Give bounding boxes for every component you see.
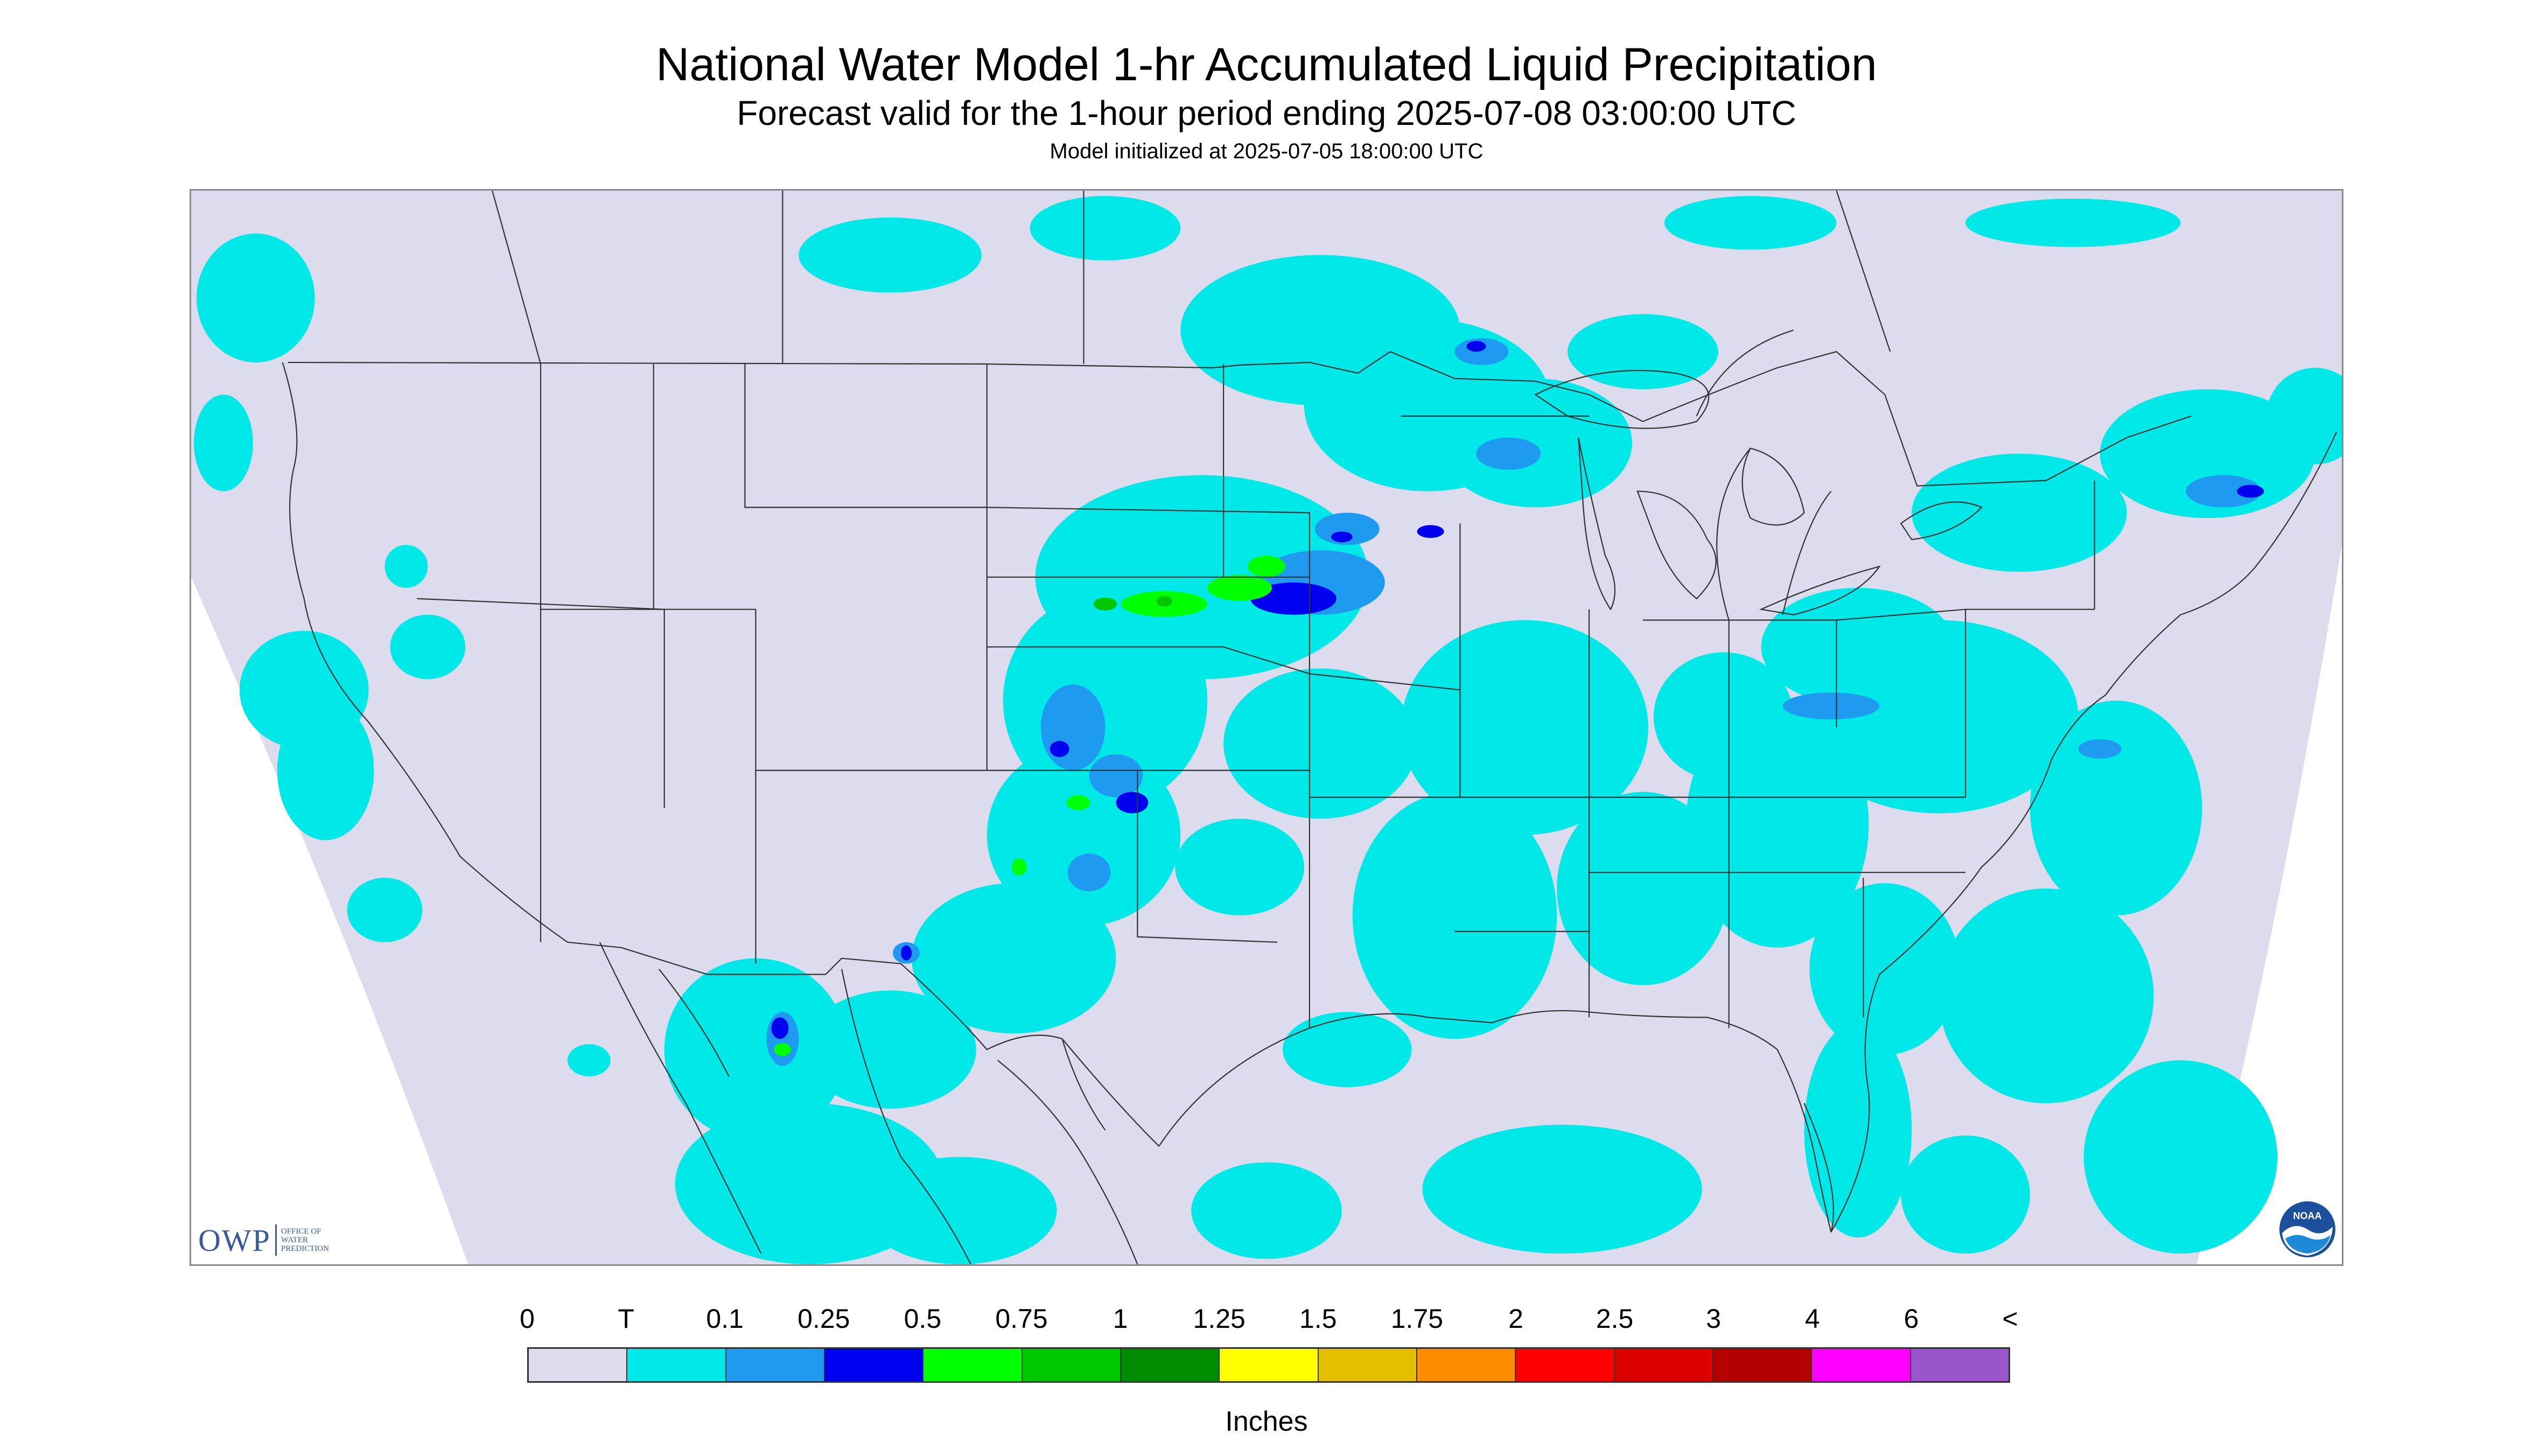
legend-swatch-8 — [1318, 1349, 1417, 1381]
map-title: National Water Model 1-hr Accumulated Li… — [656, 39, 1877, 90]
owp-line-1: OFFICE OF — [281, 1227, 321, 1236]
trace-precip-areas — [193, 195, 2342, 1264]
legend-label-5: 0.75 — [995, 1304, 1048, 1334]
noaa-logo-icon: NOAA — [2279, 1201, 2335, 1257]
legend-label-8: 1.5 — [1299, 1304, 1337, 1334]
heavy-precip-areas — [774, 555, 1285, 1056]
map-canvas — [191, 191, 2342, 1264]
owp-line-2: WATER — [281, 1236, 308, 1244]
legend-swatch-14 — [1911, 1349, 2009, 1381]
map-subtitle: Forecast valid for the 1-hour period end… — [737, 94, 1796, 132]
owp-logo: OWP OFFICE OF WATER PREDICTION — [198, 1221, 329, 1259]
legend-label-11: 2.5 — [1596, 1304, 1634, 1334]
legend-label-4: 0.5 — [904, 1304, 942, 1334]
legend-swatch-3 — [824, 1349, 924, 1381]
legend-color-bar — [527, 1347, 2010, 1383]
legend-swatch-0 — [529, 1349, 628, 1381]
legend-label-9: 1.75 — [1390, 1304, 1444, 1334]
legend-swatch-11 — [1614, 1349, 1713, 1381]
precipitation-map[interactable] — [190, 189, 2343, 1266]
legend-label-13: 4 — [1804, 1304, 1820, 1334]
legend-label-1: T — [618, 1304, 634, 1334]
legend-label-3: 0.25 — [797, 1304, 850, 1334]
owp-logo-subtext: OFFICE OF WATER PREDICTION — [281, 1227, 329, 1253]
legend-label-15: < — [2002, 1304, 2018, 1334]
legend-swatch-5 — [1022, 1349, 1121, 1381]
legend-swatch-9 — [1417, 1349, 1516, 1381]
legend-label-6: 1 — [1112, 1304, 1128, 1334]
legend-label-2: 0.1 — [706, 1304, 744, 1334]
legend-swatch-4 — [923, 1349, 1023, 1381]
legend-swatch-2 — [726, 1349, 825, 1381]
model-init-time: Model initialized at 2025-07-05 18:00:00… — [1049, 139, 1484, 163]
legend-swatch-7 — [1220, 1349, 1319, 1381]
legend-swatch-6 — [1121, 1349, 1220, 1381]
legend-label-0: 0 — [520, 1304, 535, 1334]
owp-logo-divider — [275, 1224, 277, 1256]
legend-label-10: 2 — [1508, 1304, 1523, 1334]
political-boundaries — [282, 191, 2338, 1264]
owp-logo-text: OWP — [198, 1222, 271, 1258]
legend-label-7: 1.25 — [1193, 1304, 1245, 1334]
legend-swatch-1 — [627, 1349, 726, 1381]
legend-swatch-10 — [1516, 1349, 1615, 1381]
legend-units: Inches — [1225, 1406, 1308, 1437]
owp-line-3: PREDICTION — [281, 1244, 330, 1253]
legend-swatch-12 — [1713, 1349, 1813, 1381]
moderate-precip-areas — [771, 341, 2264, 1039]
legend-swatch-13 — [1812, 1349, 1911, 1381]
noaa-logo-text: NOAA — [2293, 1210, 2322, 1221]
legend-label-12: 3 — [1706, 1304, 1722, 1334]
legend-label-14: 6 — [1904, 1304, 1919, 1334]
heavier-precip-areas — [1093, 596, 1173, 611]
